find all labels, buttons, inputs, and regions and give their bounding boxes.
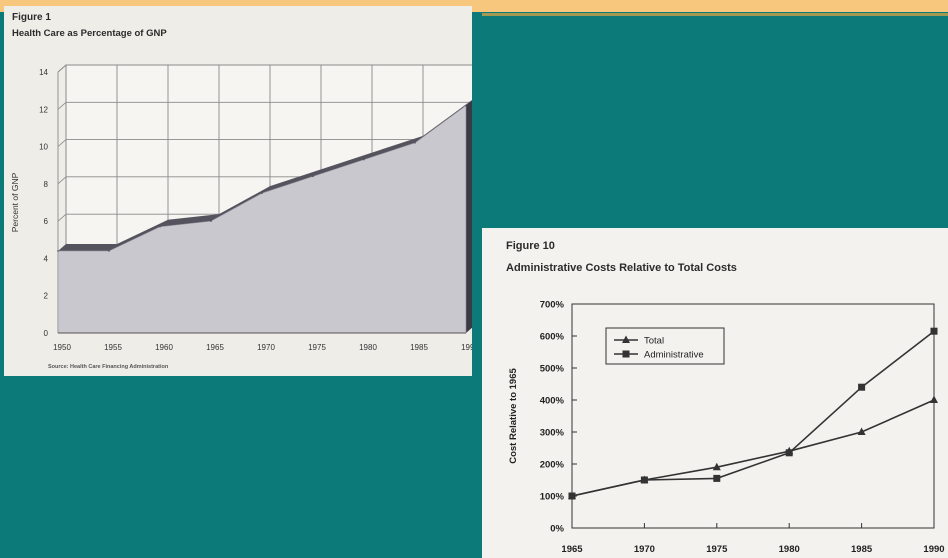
figure-1-title: Health Care as Percentage of GNP [12, 28, 167, 39]
area-data-point [159, 225, 161, 228]
y-tick-label: 100% [540, 492, 565, 503]
legend-box [605, 327, 725, 365]
area-data-point [414, 142, 416, 144]
area-data-point [465, 104, 467, 107]
x-tick-label: 1950 [53, 343, 71, 352]
y-tick-label: 0 [44, 329, 49, 338]
area-series-fill [57, 104, 467, 334]
y-axis-label: Cost Relative to 1965 [508, 368, 519, 464]
area-data-point [210, 220, 212, 222]
x-tick-label: 1985 [410, 343, 428, 352]
x-tick-label: 1980 [779, 544, 800, 555]
y-axis-label: Percent of GNP [10, 172, 20, 232]
figure-1-area-chart: 0 2 4 6 8 10 12 14 1950 1955 1960 1965 1970 1975 1980 1… [10, 64, 472, 352]
x-tick-label: 1990 [923, 544, 944, 555]
y-tick-label: 6 [44, 217, 49, 226]
plot-frame [571, 303, 935, 529]
legend-triangle-marker [622, 335, 630, 343]
square-marker-administrative [930, 327, 938, 335]
y-tick-label: 700% [540, 300, 565, 311]
y-tick-label: 600% [540, 332, 565, 343]
y-tick-label: 400% [540, 396, 565, 407]
figure-10-panel: Figure 10 Administrative Costs Relative … [482, 228, 948, 558]
grid-line-depth [57, 101, 67, 110]
legend-label-total: Total [644, 336, 664, 347]
triangle-marker-total [930, 395, 938, 403]
legend-label-administrative: Administrative [644, 350, 704, 361]
y-tick-label: 10 [39, 143, 48, 152]
series-line-administrative [571, 330, 935, 497]
area-end-face [466, 100, 472, 333]
figure-10-title: Administrative Costs Relative to Total C… [506, 262, 737, 274]
series-line-total [571, 399, 935, 497]
y-axis-top [57, 64, 67, 73]
area-data-point [108, 250, 110, 252]
x-tick-label: 1975 [706, 544, 728, 555]
x-tick-label: 1955 [104, 343, 122, 352]
y-tick-label: 500% [540, 364, 565, 375]
top-gold-rule [482, 13, 948, 16]
x-tick-label: 1975 [308, 343, 326, 352]
figure-1-panel: Figure 1 Health Care as Percentage of GN… [4, 6, 472, 376]
x-tick-label: 1965 [561, 544, 583, 555]
y-tick-label: 12 [39, 105, 48, 114]
legend-square-marker [622, 350, 630, 358]
y-tick-label: 200% [540, 460, 565, 471]
x-tick-label: 1970 [634, 544, 655, 555]
area-data-point [312, 175, 314, 178]
x-tick-label: 1980 [359, 343, 377, 352]
x-tick-label: 1990 [461, 343, 472, 352]
area-data-point [261, 192, 263, 194]
grid-line-depth [57, 213, 67, 222]
y-tick-label: 8 [44, 180, 49, 189]
x-tick-label: 1985 [851, 544, 873, 555]
y-tick-label: 300% [540, 428, 565, 439]
figure-1-label: Figure 1 [12, 12, 51, 23]
square-marker-administrative [713, 474, 721, 482]
square-marker-administrative [858, 383, 866, 391]
y-tick-label: 0% [550, 524, 564, 535]
grid-line-depth [57, 139, 67, 147]
square-marker-administrative [785, 449, 793, 457]
y-tick-label: 4 [44, 254, 49, 263]
x-tick-label: 1960 [155, 343, 173, 352]
y-tick-label: 14 [39, 68, 48, 77]
figure-10-line-chart: 0% 100% 200% 300% 400% 500% 600% 700% 1965 1970 19… [508, 300, 945, 556]
triangle-marker-total [857, 427, 866, 435]
x-tick-label: 1970 [257, 343, 275, 352]
grid-line-depth [57, 176, 67, 185]
figure-1-source: Source: Health Care Financing Administra… [48, 364, 169, 370]
square-marker-administrative [568, 492, 576, 500]
y-tick-label: 2 [44, 292, 49, 301]
square-marker-administrative [640, 476, 648, 484]
triangle-marker-total [712, 462, 721, 471]
area-data-point [57, 250, 59, 252]
x-tick-label: 1965 [206, 343, 224, 352]
figure-10-label: Figure 10 [506, 240, 555, 252]
legend: Total Administrative [605, 327, 725, 365]
area-data-point [363, 158, 365, 161]
